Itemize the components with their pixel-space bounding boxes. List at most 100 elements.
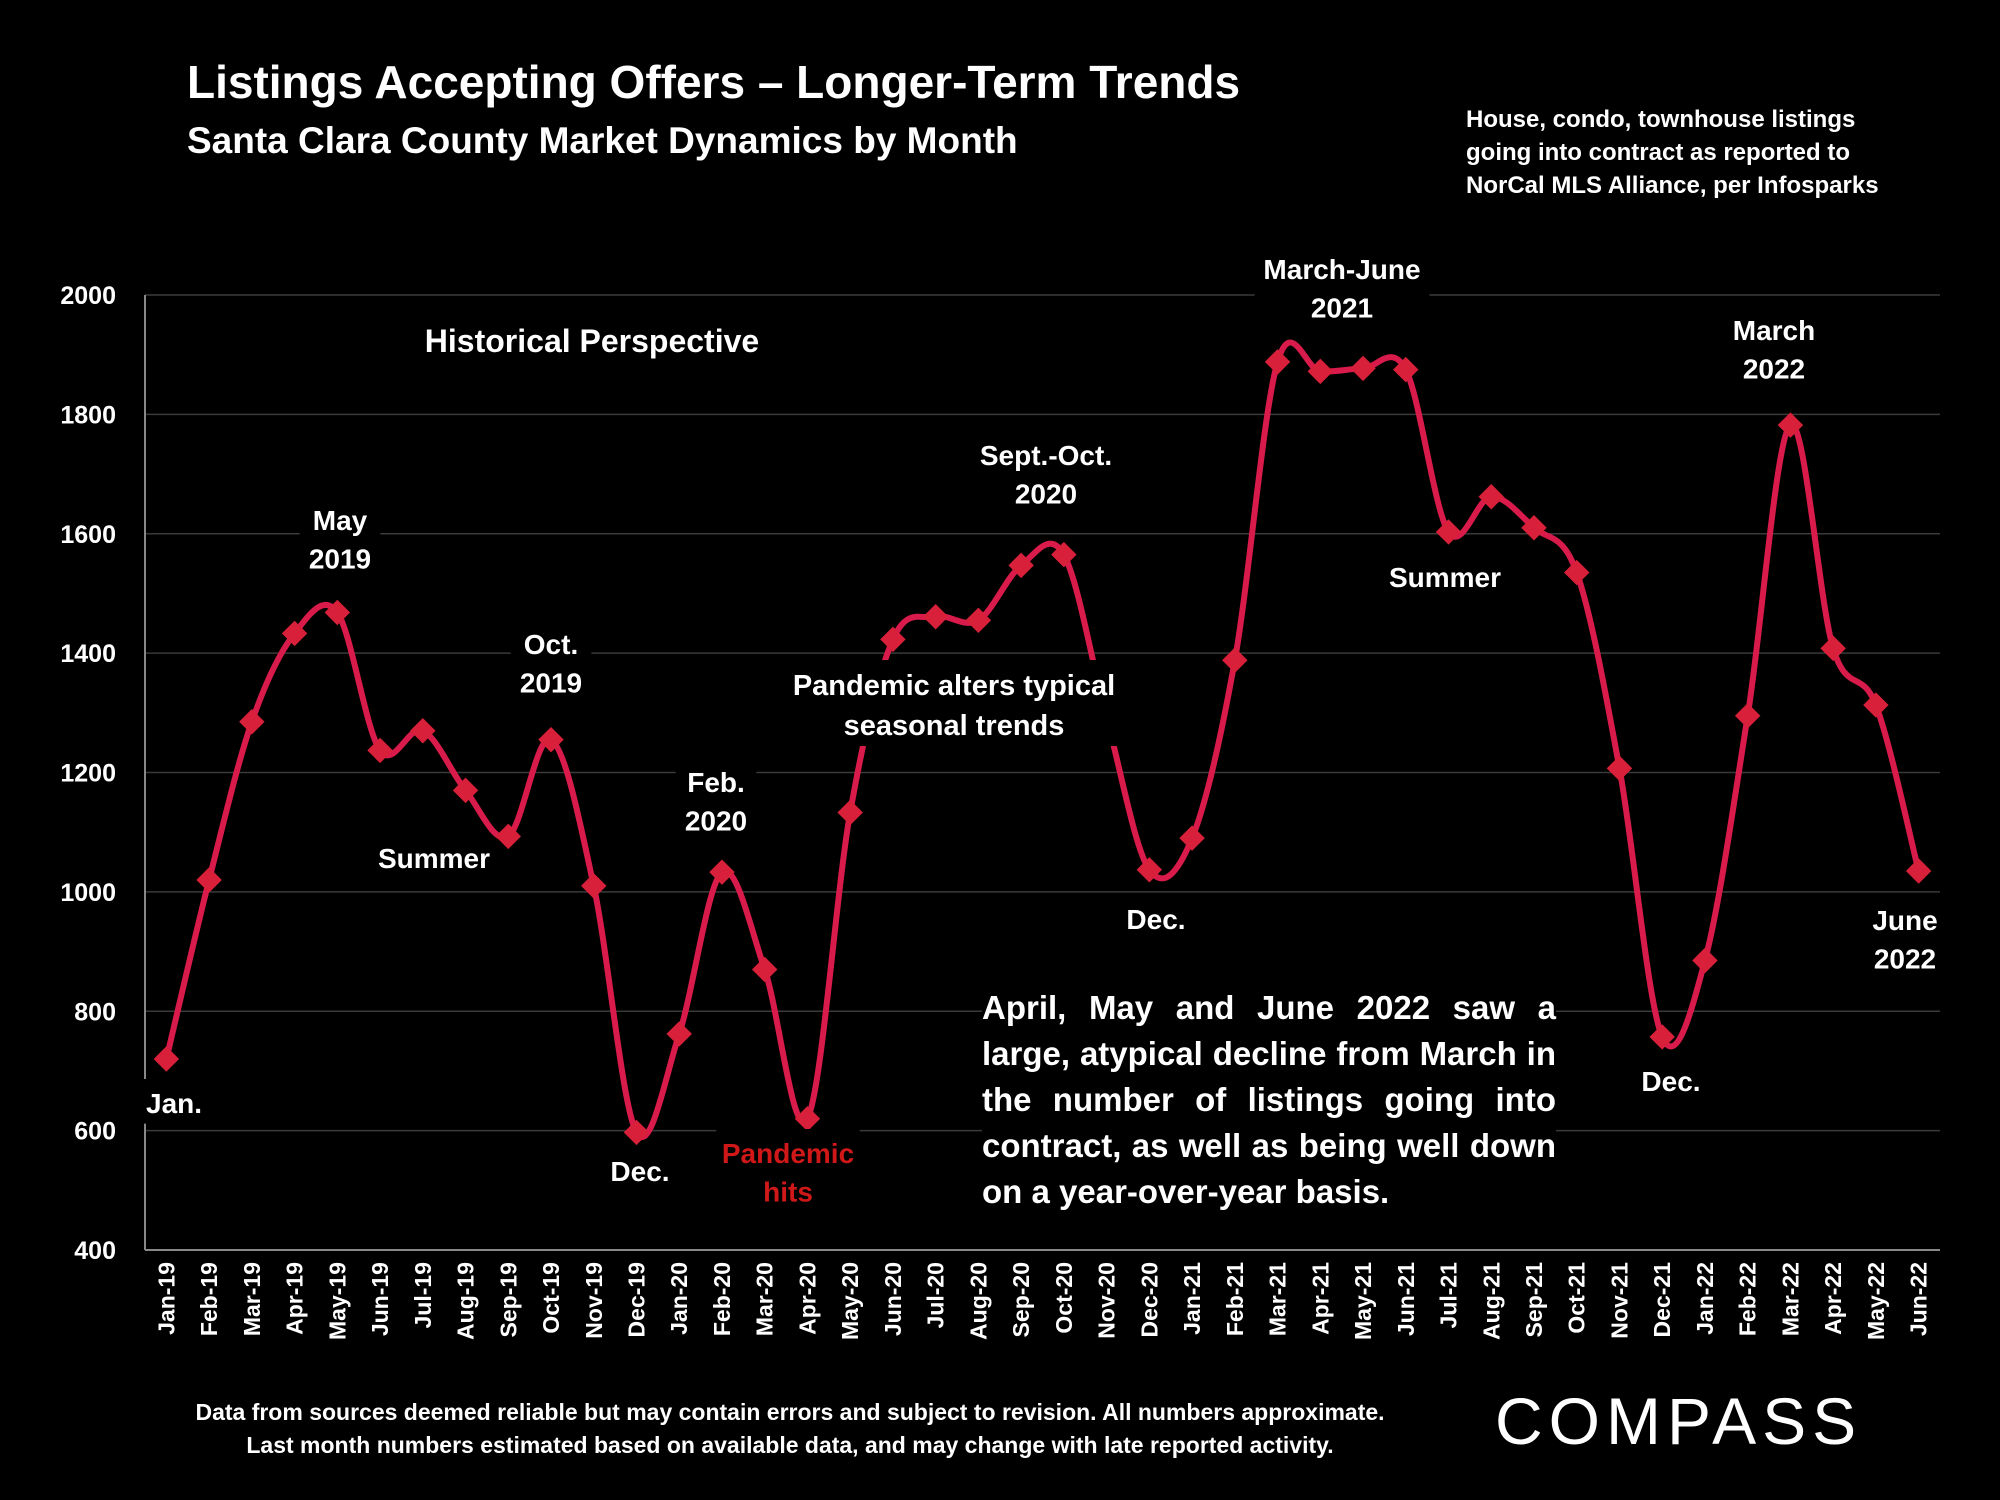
x-tick-label: Apr-21 bbox=[1307, 1262, 1333, 1335]
annotation-label: Jan. bbox=[138, 1079, 219, 1124]
line-chart: 400 600 800 1000 1200 1400 1600 1800 2000 Jan-19 F… bbox=[60, 245, 1946, 1340]
data-point bbox=[281, 620, 308, 647]
x-tick-label: May-19 bbox=[324, 1262, 350, 1340]
x-tick-label: Jan-22 bbox=[1692, 1262, 1718, 1335]
data-point bbox=[709, 859, 735, 885]
annotation-text: March-June bbox=[1263, 254, 1420, 285]
compass-logo: COMPASS bbox=[1495, 1384, 1862, 1458]
annotation-text: Dec. bbox=[610, 1156, 669, 1187]
annotation-text: 2019 bbox=[309, 544, 371, 575]
data-point bbox=[666, 1021, 692, 1047]
data-point bbox=[1905, 858, 1932, 884]
y-tick-label: 2000 bbox=[60, 282, 116, 310]
x-tick-label: Dec-20 bbox=[1136, 1262, 1162, 1337]
data-point bbox=[1435, 519, 1462, 545]
annotation-text: 2022 bbox=[1874, 944, 1936, 975]
annotation-text: March bbox=[1733, 315, 1815, 346]
annotation-text: 2019 bbox=[520, 668, 582, 699]
x-tick-label: Mar-20 bbox=[752, 1262, 778, 1336]
data-point bbox=[1264, 349, 1291, 375]
x-tick-label: Oct-20 bbox=[1051, 1262, 1077, 1334]
data-point bbox=[623, 1119, 650, 1146]
annotation-label: May 2019 bbox=[299, 496, 381, 580]
footnote: Data from sources deemed reliable but ma… bbox=[150, 1396, 1430, 1462]
data-point bbox=[153, 1046, 180, 1072]
x-tick-label: Feb-22 bbox=[1735, 1262, 1761, 1336]
data-point bbox=[880, 626, 906, 653]
data-point bbox=[495, 823, 522, 850]
annotation-label: Pandemic alters typical seasonal trends bbox=[758, 660, 1150, 747]
annotation-text: Dec. bbox=[1126, 904, 1185, 935]
x-tick-label: Mar-22 bbox=[1777, 1262, 1803, 1336]
data-point bbox=[1863, 692, 1889, 718]
x-tick-label: Dec-21 bbox=[1649, 1262, 1675, 1338]
annotation-text: Summer bbox=[378, 843, 490, 874]
data-point bbox=[1222, 647, 1248, 674]
annotation-text: Jan. bbox=[146, 1088, 202, 1119]
x-tick-label: Jun-20 bbox=[880, 1262, 906, 1336]
annotation-label: Dec. bbox=[1126, 904, 1185, 935]
annotation-label: Oct. 2019 bbox=[510, 620, 592, 704]
annotation-label: Historical Perspective bbox=[425, 323, 759, 359]
annotation-bg bbox=[958, 431, 1134, 515]
annotation-text: 2021 bbox=[1311, 293, 1373, 324]
y-tick-label: 1600 bbox=[60, 521, 116, 549]
data-point bbox=[239, 709, 265, 735]
y-tick-label: 1200 bbox=[60, 760, 116, 788]
annotation-text: May bbox=[313, 505, 368, 536]
annotation-label: Dec. bbox=[1641, 1066, 1700, 1097]
source-note: House, condo, townhouse listings going i… bbox=[1466, 106, 1879, 199]
x-tick-label: Jan-21 bbox=[1179, 1262, 1205, 1335]
x-tick-label: Nov-19 bbox=[581, 1262, 607, 1339]
data-point bbox=[1734, 703, 1761, 729]
annotation-text: seasonal trends bbox=[844, 710, 1065, 742]
annotation-text: hits bbox=[763, 1177, 813, 1208]
annotation-label: Sept.-Oct. 2020 bbox=[958, 431, 1134, 515]
x-tick-label: Apr-19 bbox=[282, 1262, 308, 1335]
data-point bbox=[538, 726, 564, 753]
y-tick-label: 800 bbox=[74, 998, 116, 1026]
y-tick-label: 400 bbox=[74, 1237, 116, 1265]
annotation-bg bbox=[1864, 896, 1946, 980]
x-tick-label: Oct-19 bbox=[538, 1262, 564, 1334]
annotation-label: Summer bbox=[1388, 553, 1501, 598]
x-tick-label: Aug-20 bbox=[965, 1262, 991, 1340]
x-tick-label: Jul-19 bbox=[410, 1262, 436, 1328]
footnote-line-2: Last month numbers estimated based on av… bbox=[246, 1432, 1334, 1458]
annotation-text: Pandemic alters typical bbox=[793, 670, 1115, 702]
annotation-bg bbox=[675, 758, 757, 842]
x-tick-label: Sep-20 bbox=[1008, 1262, 1034, 1337]
x-tick-label: Nov-20 bbox=[1094, 1262, 1120, 1339]
data-point bbox=[837, 799, 863, 826]
annotation-text: Summer bbox=[1389, 562, 1501, 593]
annotation-bg bbox=[1254, 245, 1430, 329]
x-tick-label: Oct-21 bbox=[1564, 1262, 1590, 1334]
annotation-bg bbox=[138, 1079, 219, 1124]
annotation-bg bbox=[299, 496, 381, 580]
x-tick-label: Jul-21 bbox=[1436, 1262, 1462, 1329]
x-tick-label: Mar-21 bbox=[1265, 1262, 1291, 1336]
data-point bbox=[1179, 825, 1205, 851]
annotation-text: Pandemic bbox=[722, 1138, 854, 1169]
logo-text: COMPASS bbox=[1495, 1384, 1862, 1458]
footnote-line-1: Data from sources deemed reliable but ma… bbox=[195, 1399, 1385, 1425]
data-point bbox=[751, 956, 778, 983]
data-point bbox=[196, 867, 222, 893]
data-point bbox=[1692, 947, 1718, 974]
x-tick-label: Mar-19 bbox=[239, 1262, 265, 1336]
x-tick-label: May-20 bbox=[837, 1262, 863, 1340]
x-tick-label: Feb-21 bbox=[1222, 1262, 1248, 1336]
annotation-bg bbox=[716, 1129, 860, 1213]
annotation-text: Sept.-Oct. bbox=[980, 440, 1112, 471]
annotation-bg bbox=[758, 660, 1150, 747]
annotation-text: 2020 bbox=[1015, 479, 1077, 510]
annotation-label: June 2022 bbox=[1864, 896, 1946, 980]
axes: 400 600 800 1000 1200 1400 1600 1800 2000 Jan-19 F… bbox=[60, 282, 1940, 1340]
x-tick-label: Dec-19 bbox=[623, 1262, 649, 1337]
data-point bbox=[1820, 635, 1846, 662]
annotation-bg bbox=[377, 834, 491, 879]
annotation-label: Summer bbox=[377, 834, 491, 879]
x-tick-label: Aug-21 bbox=[1478, 1262, 1504, 1340]
y-tick-label: 600 bbox=[74, 1118, 116, 1146]
annotation-text: 2022 bbox=[1743, 354, 1805, 385]
